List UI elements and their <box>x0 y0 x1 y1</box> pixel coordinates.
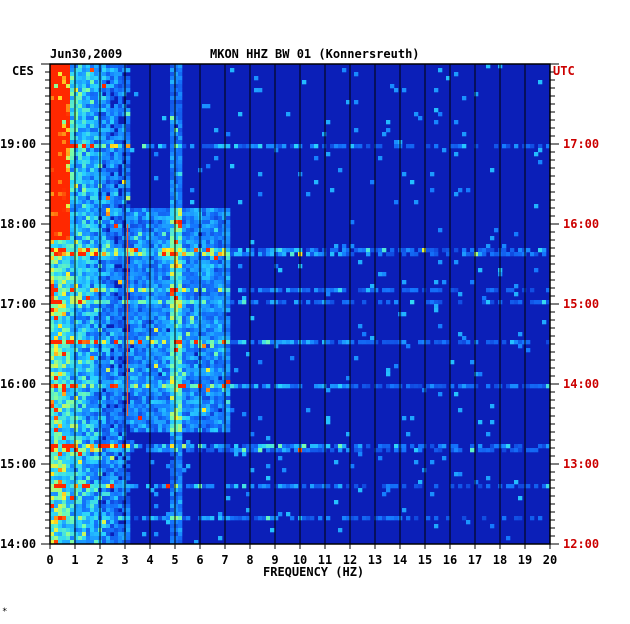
x-tick-label-1: 1 <box>71 553 78 567</box>
x-axis-label: FREQUENCY (HZ) <box>263 565 364 579</box>
x-tick-label-19: 19 <box>518 553 532 567</box>
x-tick-label-20: 20 <box>543 553 557 567</box>
x-tick-label-17: 17 <box>468 553 482 567</box>
right-axis-label: UTC <box>553 64 575 78</box>
x-axis-ticks: 0 1 2 3 4 5 6 7 8 9 10 11 12 13 14 15 16 17 18 19 20 <box>46 544 557 567</box>
x-tick-label-14: 14 <box>393 553 407 567</box>
right-tick-label-14:00: 14:00 <box>563 377 599 391</box>
x-tick-label-8: 8 <box>246 553 253 567</box>
left-tick-label-15:00: 15:00 <box>0 457 36 471</box>
left-axis-label: CES <box>12 64 34 78</box>
x-tick-label-18: 18 <box>493 553 507 567</box>
left-axis-ticks: 14:00 15:00 16:00 17:00 18:00 19:00 <box>0 63 50 551</box>
x-tick-label-11: 11 <box>318 553 332 567</box>
x-tick-label-6: 6 <box>196 553 203 567</box>
right-tick-label-12:00: 12:00 <box>563 537 599 551</box>
x-tick-label-16: 16 <box>443 553 457 567</box>
right-tick-label-16:00: 16:00 <box>563 217 599 231</box>
left-tick-label-14:00: 14:00 <box>0 537 36 551</box>
right-tick-label-13:00: 13:00 <box>563 457 599 471</box>
x-tick-label-0: 0 <box>46 553 53 567</box>
x-tick-label-2: 2 <box>96 553 103 567</box>
corner-mark: * <box>2 607 7 617</box>
x-tick-label-5: 5 <box>171 553 178 567</box>
x-tick-label-7: 7 <box>221 553 228 567</box>
left-tick-label-16:00: 16:00 <box>0 377 36 391</box>
chart-title: MKON HHZ BW 01 (Konnersreuth) <box>210 47 420 61</box>
x-tick-label-10: 10 <box>293 553 307 567</box>
left-tick-label-19:00: 19:00 <box>0 137 36 151</box>
x-tick-label-3: 3 <box>121 553 128 567</box>
x-tick-label-9: 9 <box>271 553 278 567</box>
x-tick-label-12: 12 <box>343 553 357 567</box>
x-tick-label-4: 4 <box>146 553 153 567</box>
right-tick-label-15:00: 15:00 <box>563 297 599 311</box>
chart-date: Jun30,2009 <box>50 47 122 61</box>
frequency-grid-lines <box>74 64 526 544</box>
x-tick-label-15: 15 <box>418 553 432 567</box>
left-tick-label-18:00: 18:00 <box>0 217 36 231</box>
right-tick-label-17:00: 17:00 <box>563 137 599 151</box>
left-tick-label-17:00: 17:00 <box>0 297 36 311</box>
right-axis-ticks: 12:00 13:00 14:00 15:00 16:00 17:00 <box>550 63 599 551</box>
x-tick-label-13: 13 <box>368 553 382 567</box>
